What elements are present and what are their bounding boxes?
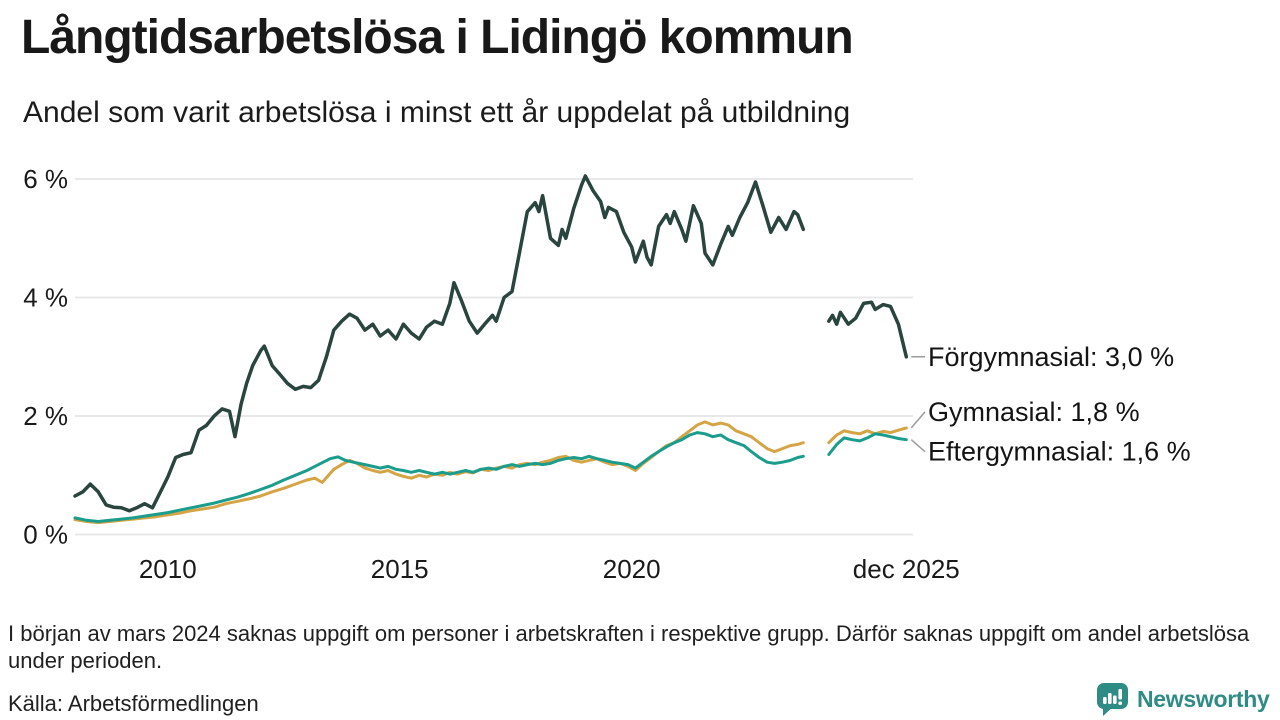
label-connector (910, 411, 926, 429)
x-axis-tick-labels: 2010 2015 2020 dec 2025 (139, 554, 960, 584)
chart-title: Långtidsarbetslösa i Lidingö kommun (21, 11, 854, 64)
series-line-eftergymnasial (73, 431, 805, 523)
series-line-eftergymnasial (827, 432, 908, 456)
y-tick-label: 2 % (23, 401, 68, 431)
series-end-labels: Förgymnasial: 3,0 % Gymnasial: 1,8 % Efter… (928, 342, 1191, 467)
label-connectors (910, 355, 926, 453)
y-tick-label: 0 % (23, 520, 68, 550)
newsworthy-wordmark: Newsworthy (1137, 686, 1270, 712)
gridlines (75, 178, 913, 536)
data-series-lines (73, 174, 909, 525)
label-connector (910, 439, 926, 453)
newsworthy-logo: Newsworthy (1096, 682, 1270, 717)
y-tick-label: 6 % (23, 164, 68, 194)
x-tick-label: dec 2025 (853, 554, 960, 584)
footnote: I början av mars 2024 saknas uppgift om … (8, 621, 1250, 673)
newsworthy-bar-chart-icon (1097, 683, 1128, 716)
source-label: Källa: Arbetsförmedlingen (8, 691, 259, 716)
chart-subtitle: Andel som varit arbetslösa i minst ett å… (23, 96, 851, 129)
series-label-förgymnasial: Förgymnasial: 3,0 % (928, 342, 1174, 372)
series-line-förgymnasial (827, 300, 909, 359)
series-line-förgymnasial (73, 174, 806, 513)
series-label-eftergymnasial: Eftergymnasial: 1,6 % (928, 437, 1191, 467)
x-tick-label: 2020 (603, 554, 661, 584)
x-tick-label: 2015 (371, 554, 429, 584)
series-label-gymnasial: Gymnasial: 1,8 % (928, 397, 1140, 427)
series-line-gymnasial (827, 426, 908, 445)
y-axis-tick-labels: 6 % 4 % 2 % 0 % (23, 164, 68, 550)
y-tick-label: 4 % (23, 283, 68, 313)
x-tick-label: 2010 (139, 554, 197, 584)
